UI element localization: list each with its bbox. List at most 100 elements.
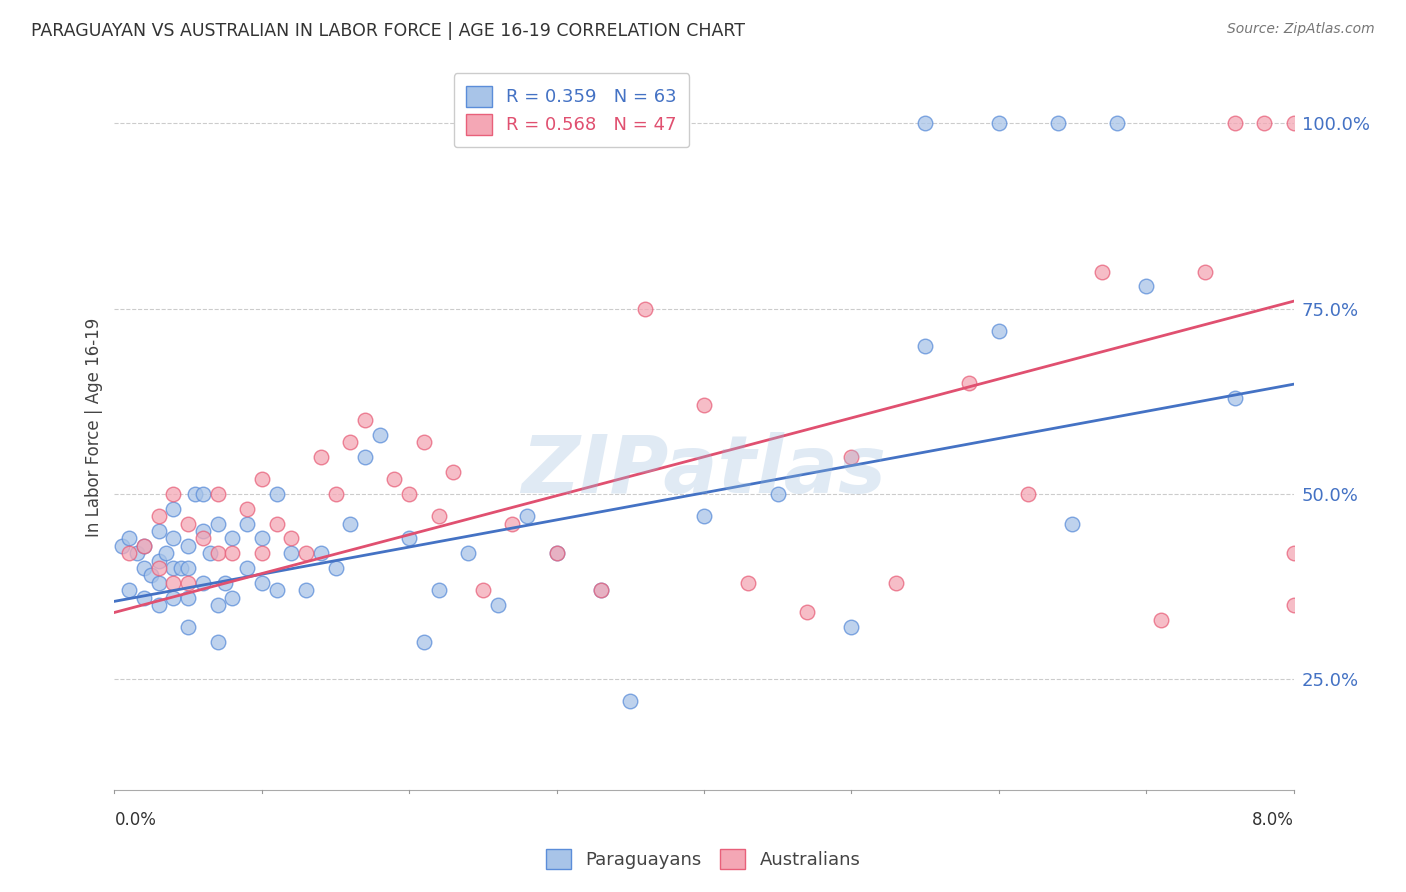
Point	[1253, 116, 1275, 130]
Point	[987, 324, 1010, 338]
Point	[368, 427, 391, 442]
Point	[427, 509, 450, 524]
Point	[200, 546, 222, 560]
Point	[309, 546, 332, 560]
Point	[1105, 116, 1128, 130]
Point	[914, 339, 936, 353]
Point	[141, 568, 163, 582]
Point	[177, 561, 200, 575]
Point	[162, 532, 184, 546]
Point	[221, 546, 243, 560]
Point	[250, 532, 273, 546]
Point	[132, 539, 155, 553]
Point	[1062, 516, 1084, 531]
Point	[132, 561, 155, 575]
Point	[207, 598, 229, 612]
Point	[207, 516, 229, 531]
Point	[221, 532, 243, 546]
Legend: R = 0.359   N = 63, R = 0.568   N = 47: R = 0.359 N = 63, R = 0.568 N = 47	[454, 73, 689, 147]
Point	[309, 450, 332, 464]
Point	[325, 487, 347, 501]
Text: 0.0%: 0.0%	[114, 811, 156, 829]
Point	[427, 583, 450, 598]
Legend: Paraguayans, Australians: Paraguayans, Australians	[537, 839, 869, 879]
Point	[339, 516, 361, 531]
Point	[796, 606, 818, 620]
Point	[250, 472, 273, 486]
Point	[266, 487, 288, 501]
Point	[236, 516, 259, 531]
Point	[1282, 116, 1305, 130]
Point	[1194, 264, 1216, 278]
Point	[177, 516, 200, 531]
Text: ZIPatlas: ZIPatlas	[522, 432, 887, 509]
Point	[207, 546, 229, 560]
Point	[250, 575, 273, 590]
Point	[441, 465, 464, 479]
Point	[162, 561, 184, 575]
Point	[737, 575, 759, 590]
Point	[118, 583, 141, 598]
Point	[266, 516, 288, 531]
Point	[516, 509, 538, 524]
Point	[148, 509, 170, 524]
Point	[384, 472, 406, 486]
Point	[207, 635, 229, 649]
Point	[1046, 116, 1069, 130]
Point	[486, 598, 509, 612]
Point	[987, 116, 1010, 130]
Point	[398, 532, 420, 546]
Point	[148, 561, 170, 575]
Point	[132, 591, 155, 605]
Point	[148, 598, 170, 612]
Point	[634, 301, 657, 316]
Text: PARAGUAYAN VS AUSTRALIAN IN LABOR FORCE | AGE 16-19 CORRELATION CHART: PARAGUAYAN VS AUSTRALIAN IN LABOR FORCE …	[31, 22, 745, 40]
Point	[118, 532, 141, 546]
Point	[132, 539, 155, 553]
Point	[162, 591, 184, 605]
Point	[191, 532, 214, 546]
Point	[295, 546, 318, 560]
Point	[546, 546, 568, 560]
Point	[191, 575, 214, 590]
Point	[148, 553, 170, 567]
Point	[693, 398, 716, 412]
Point	[221, 591, 243, 605]
Point	[214, 575, 236, 590]
Point	[177, 591, 200, 605]
Point	[354, 413, 377, 427]
Point	[162, 501, 184, 516]
Point	[280, 546, 302, 560]
Point	[295, 583, 318, 598]
Point	[191, 524, 214, 538]
Point	[266, 583, 288, 598]
Point	[339, 435, 361, 450]
Point	[148, 575, 170, 590]
Point	[111, 539, 134, 553]
Point	[1150, 613, 1173, 627]
Point	[170, 561, 193, 575]
Point	[1135, 279, 1157, 293]
Point	[354, 450, 377, 464]
Point	[589, 583, 612, 598]
Text: 8.0%: 8.0%	[1251, 811, 1294, 829]
Point	[693, 509, 716, 524]
Point	[546, 546, 568, 560]
Point	[914, 116, 936, 130]
Point	[207, 487, 229, 501]
Point	[155, 546, 177, 560]
Y-axis label: In Labor Force | Age 16-19: In Labor Force | Age 16-19	[86, 318, 103, 537]
Point	[177, 575, 200, 590]
Point	[501, 516, 523, 531]
Point	[191, 487, 214, 501]
Point	[457, 546, 479, 560]
Point	[250, 546, 273, 560]
Point	[957, 376, 980, 390]
Point	[162, 575, 184, 590]
Point	[325, 561, 347, 575]
Point	[1223, 391, 1246, 405]
Point	[184, 487, 207, 501]
Point	[1223, 116, 1246, 130]
Point	[841, 620, 863, 634]
Text: Source: ZipAtlas.com: Source: ZipAtlas.com	[1227, 22, 1375, 37]
